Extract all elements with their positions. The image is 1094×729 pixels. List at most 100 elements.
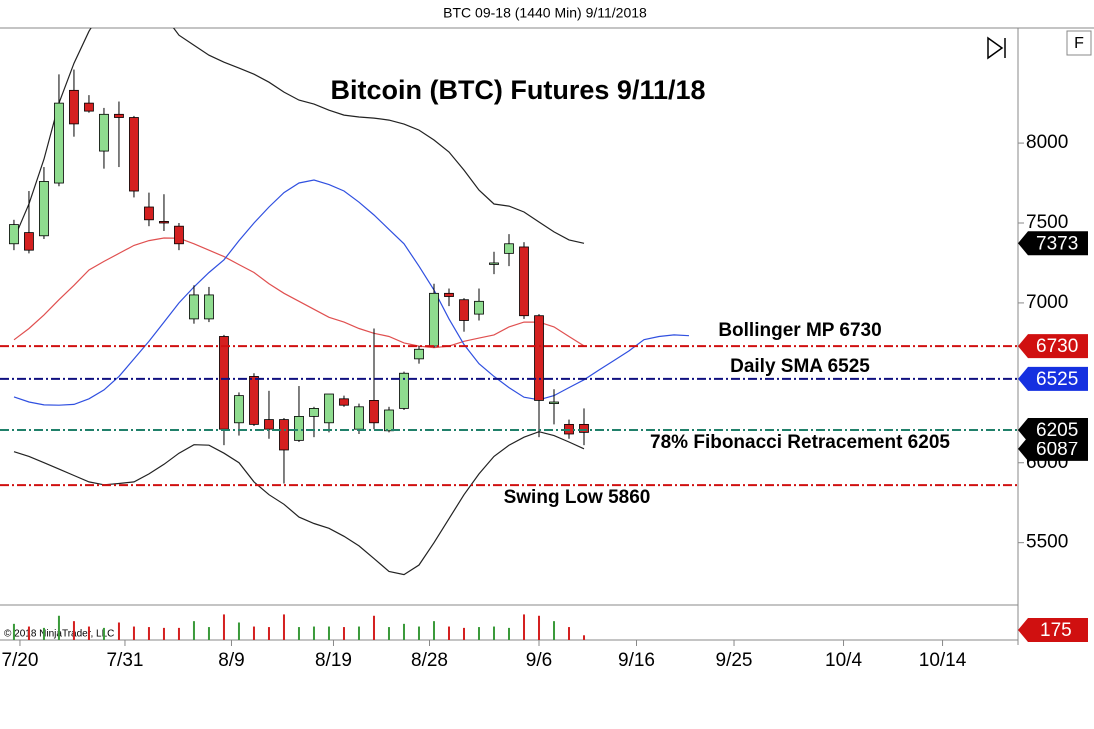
volume-bar	[342, 627, 345, 640]
level-label: Daily SMA 6525	[730, 356, 870, 377]
volume-bar	[102, 627, 105, 640]
candle-body	[384, 409, 394, 432]
volume-badge-label: 175	[1040, 620, 1072, 641]
price-badge-label: 6525	[1036, 369, 1078, 390]
x-tick-label: 9/16	[618, 650, 655, 671]
volume-bar	[477, 627, 480, 640]
volume-bar	[447, 626, 450, 640]
volume-bar	[177, 627, 180, 640]
candle-body	[444, 292, 454, 297]
level-label: Swing Low 5860	[504, 487, 651, 508]
candle-body	[294, 415, 304, 441]
button-label[interactable]: F	[1074, 35, 1084, 52]
candle-body	[9, 224, 19, 245]
y-tick-label: 5500	[1026, 532, 1068, 553]
candle-body	[84, 102, 94, 112]
candle-body	[534, 315, 544, 401]
volume-bar	[192, 621, 195, 640]
volume-bar	[583, 635, 586, 640]
candle-body	[459, 299, 469, 321]
candle-body	[39, 181, 49, 237]
price-badge	[1018, 417, 1088, 442]
candle-body	[189, 294, 199, 320]
x-tick-label: 9/25	[716, 650, 753, 671]
volume-bar	[402, 623, 405, 640]
button-box[interactable]	[1066, 30, 1092, 56]
candle-body	[159, 220, 169, 224]
volume-bar	[327, 626, 330, 640]
candle-body	[114, 113, 124, 118]
candle-body	[339, 398, 349, 406]
candle-body	[519, 246, 529, 317]
price-badge	[1018, 334, 1088, 359]
volume-bar	[27, 626, 30, 640]
x-tick-label: 8/28	[411, 650, 448, 671]
volume-bar	[357, 626, 360, 640]
candle-body	[99, 113, 109, 152]
price-badge	[1018, 366, 1088, 391]
volume-bar	[538, 615, 541, 640]
volume-bar	[117, 622, 120, 640]
volume-bar	[87, 626, 90, 640]
candle-body	[579, 423, 589, 433]
volume-bar	[387, 627, 390, 640]
candle-body	[24, 232, 34, 251]
price-badge	[1018, 436, 1088, 461]
candle-body	[504, 243, 514, 254]
volume-bar	[147, 627, 150, 640]
volume-badge	[1018, 618, 1088, 642]
indicator-line	[13, 28, 585, 244]
candle-body	[219, 336, 229, 430]
candle-body	[489, 262, 499, 265]
x-tick-label: 7/20	[1, 650, 38, 671]
candle-body	[474, 300, 484, 315]
volume-bar	[207, 627, 210, 640]
x-tick-label: 8/9	[218, 650, 244, 671]
volume-bar	[162, 627, 165, 640]
plot-area	[9, 28, 690, 576]
y-tick-label: 7500	[1026, 212, 1068, 233]
candle-body	[234, 395, 244, 424]
volume-bar	[132, 626, 135, 640]
candle-body	[69, 89, 79, 125]
price-badge-label: 6087	[1036, 439, 1078, 460]
volume-bar	[523, 614, 526, 640]
x-tick-label: 10/14	[919, 650, 967, 671]
candle-body	[249, 376, 259, 425]
price-badge-label: 6205	[1036, 420, 1078, 441]
volume-bar	[312, 626, 315, 640]
indicator-line	[13, 237, 585, 349]
candle-body	[129, 117, 139, 192]
candle-body	[309, 408, 319, 417]
volume-bar	[553, 621, 556, 640]
price-badge-label: 7373	[1036, 233, 1078, 254]
x-tick-label: 7/31	[106, 650, 143, 671]
header: BTC 09-18 (1440 Min) 9/11/2018	[443, 5, 647, 21]
indicator-line	[13, 179, 690, 406]
candle-body	[174, 225, 184, 245]
candle-body	[54, 102, 64, 184]
candle-body	[264, 419, 274, 430]
volume-bar	[372, 615, 375, 640]
volume-bar	[57, 615, 60, 640]
volume-bar	[282, 614, 285, 640]
candle-body	[369, 400, 379, 424]
x-tick-label: 8/19	[315, 650, 352, 671]
candle-body	[144, 206, 154, 221]
volume-bar	[462, 627, 465, 640]
volume-bar	[42, 627, 45, 640]
price-badge-label: 6730	[1036, 336, 1078, 357]
candle-body	[399, 372, 409, 409]
y-tick-label: 7000	[1026, 292, 1068, 313]
volume-bar	[568, 627, 571, 640]
play-icon[interactable]	[987, 36, 1006, 60]
volume-bar	[492, 626, 495, 640]
candle-body	[324, 393, 334, 424]
volume-bar	[432, 621, 435, 640]
level-label: 78% Fibonacci Retracement 6205	[650, 432, 950, 453]
volume-bar	[508, 627, 510, 640]
y-tick-label: 8000	[1026, 132, 1068, 153]
x-tick-label: 10/4	[825, 650, 862, 671]
